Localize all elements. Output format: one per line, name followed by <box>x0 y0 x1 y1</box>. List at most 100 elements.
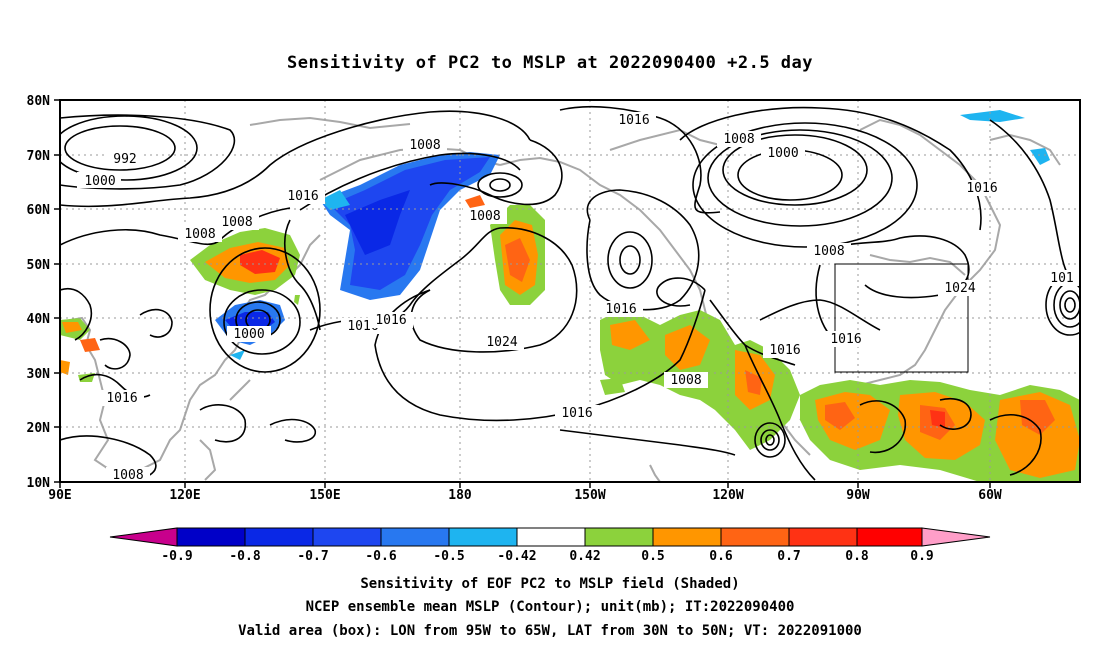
colorbar-swatch <box>584 527 654 547</box>
contour-label: 1024 <box>938 280 982 296</box>
svg-text:1008: 1008 <box>409 138 440 153</box>
colorbar-label: -0.42 <box>497 549 536 564</box>
lon-tick-label: 90E <box>48 488 71 503</box>
lon-tick-label: 120E <box>169 488 200 503</box>
lat-tick-label: 30N <box>27 367 51 382</box>
colorbar <box>109 527 991 547</box>
caption-contour: NCEP ensemble mean MSLP (Contour); unit(… <box>306 599 795 615</box>
contour-label: 1016 <box>824 331 868 347</box>
lon-tick-label: 180 <box>448 488 472 503</box>
colorbar-label: 0.42 <box>569 549 600 564</box>
svg-text:1008: 1008 <box>221 215 252 230</box>
lat-tick-label: 50N <box>27 258 51 273</box>
lon-tick-label: 150E <box>309 488 340 503</box>
colorbar-swatch <box>652 527 722 547</box>
contour-labels: 992 1000 1008 1008 1008 1016 1000 1016 1… <box>77 112 1080 483</box>
svg-text:1000: 1000 <box>767 146 798 161</box>
figure-title: Sensitivity of PC2 to MSLP at 2022090400… <box>287 53 813 73</box>
colorbar-label: -0.7 <box>297 549 328 564</box>
lat-tick-label: 70N <box>27 149 51 164</box>
contour-label: 1008 <box>178 226 222 242</box>
svg-text:1016: 1016 <box>769 343 800 358</box>
colorbar-swatch <box>720 527 790 547</box>
svg-text:1000: 1000 <box>233 327 264 342</box>
svg-text:1008: 1008 <box>469 209 500 224</box>
colorbar-end-high <box>921 527 991 547</box>
lat-tick-label: 60N <box>27 203 51 218</box>
svg-text:1008: 1008 <box>184 227 215 242</box>
colorbar-swatch <box>312 527 382 547</box>
map-frame <box>59 99 1081 483</box>
lat-tick-label: 20N <box>27 421 51 436</box>
lon-tick-label: 150W <box>574 488 605 503</box>
svg-text:101: 101 <box>1050 271 1073 286</box>
lat-tick-label: 80N <box>27 94 51 109</box>
lat-tick-label: 10N <box>27 476 51 491</box>
colorbar-label: -0.6 <box>365 549 396 564</box>
contour-label: 1016 <box>763 342 807 358</box>
contour-label: 1008 <box>215 214 259 230</box>
contour-label: 1016 <box>599 301 643 317</box>
contour-label: 1008 <box>403 137 447 153</box>
contour-label: 1000 <box>77 172 121 189</box>
contour-label: 1000 <box>761 145 805 161</box>
colorbar-swatch <box>788 527 858 547</box>
colorbar-label: 0.8 <box>845 549 869 564</box>
svg-text:1016: 1016 <box>561 406 592 421</box>
contour-label: 1016 <box>369 312 413 328</box>
lon-tick-label: 90W <box>846 488 870 503</box>
svg-text:1008: 1008 <box>723 132 754 147</box>
colorbar-swatch <box>448 527 518 547</box>
contour-label: 1024 <box>480 334 524 350</box>
colorbar-label: 0.9 <box>910 549 933 564</box>
contour-label: 1008 <box>664 372 708 388</box>
contour-label: 1016 <box>555 405 599 421</box>
contour-label: 1016 <box>612 112 656 128</box>
svg-text:1000: 1000 <box>84 174 115 189</box>
svg-text:1016: 1016 <box>106 391 137 406</box>
svg-text:1024: 1024 <box>944 281 975 296</box>
axis-tick-marks <box>54 99 991 488</box>
map-area <box>60 100 1080 482</box>
svg-text:1016: 1016 <box>287 189 318 204</box>
colorbar-end-low <box>109 527 178 547</box>
svg-text:1008: 1008 <box>670 373 701 388</box>
svg-text:1024: 1024 <box>486 335 517 350</box>
caption-shading: Sensitivity of EOF PC2 to MSLP field (Sh… <box>360 576 739 592</box>
colorbar-swatch <box>380 527 450 547</box>
colorbar-swatch <box>856 527 923 547</box>
colorbar-label: 0.7 <box>777 549 800 564</box>
contour-label: 1008 <box>717 131 761 147</box>
svg-text:1016: 1016 <box>605 302 636 317</box>
caption-valid-area: Valid area (box): LON from 95W to 65W, L… <box>238 623 862 639</box>
contour-label: 1008 <box>463 208 507 224</box>
lat-tick-label: 40N <box>27 312 51 327</box>
svg-text:1016: 1016 <box>618 113 649 128</box>
svg-text:1016: 1016 <box>830 332 861 347</box>
colorbar-labels: -0.9 -0.8 -0.7 -0.6 -0.5 -0.42 0.42 0.5 … <box>161 549 933 564</box>
colorbar-swatch <box>516 527 586 547</box>
svg-text:1008: 1008 <box>813 244 844 259</box>
contour-label: 1016 <box>281 188 325 204</box>
contour-label: 1008 <box>106 467 150 483</box>
lon-tick-label: 60W <box>978 488 1002 503</box>
colorbar-label: 0.5 <box>641 549 664 564</box>
valid-area-box <box>834 263 969 373</box>
contour-label: 1000 <box>227 326 271 342</box>
colorbar-label: -0.5 <box>433 549 464 564</box>
contour-label: 992 <box>107 150 143 167</box>
colorbar-swatch <box>176 527 246 547</box>
lon-tick-label: 120W <box>712 488 743 503</box>
contour-label: 1016 <box>960 180 1004 196</box>
contour-label: 1016 <box>100 390 144 406</box>
svg-text:1016: 1016 <box>966 181 997 196</box>
contour-label: 101 <box>1046 270 1080 286</box>
svg-text:992: 992 <box>113 152 136 167</box>
colorbar-swatch <box>244 527 314 547</box>
colorbar-label: -0.9 <box>161 549 192 564</box>
lon-tick-labels: 90E 120E 150E 180 150W 120W 90W 60W <box>48 488 1002 503</box>
lat-tick-labels: 80N 70N 60N 50N 40N 30N 20N 10N <box>27 94 51 491</box>
svg-text:1008: 1008 <box>112 468 143 483</box>
svg-text:1016: 1016 <box>375 313 406 328</box>
